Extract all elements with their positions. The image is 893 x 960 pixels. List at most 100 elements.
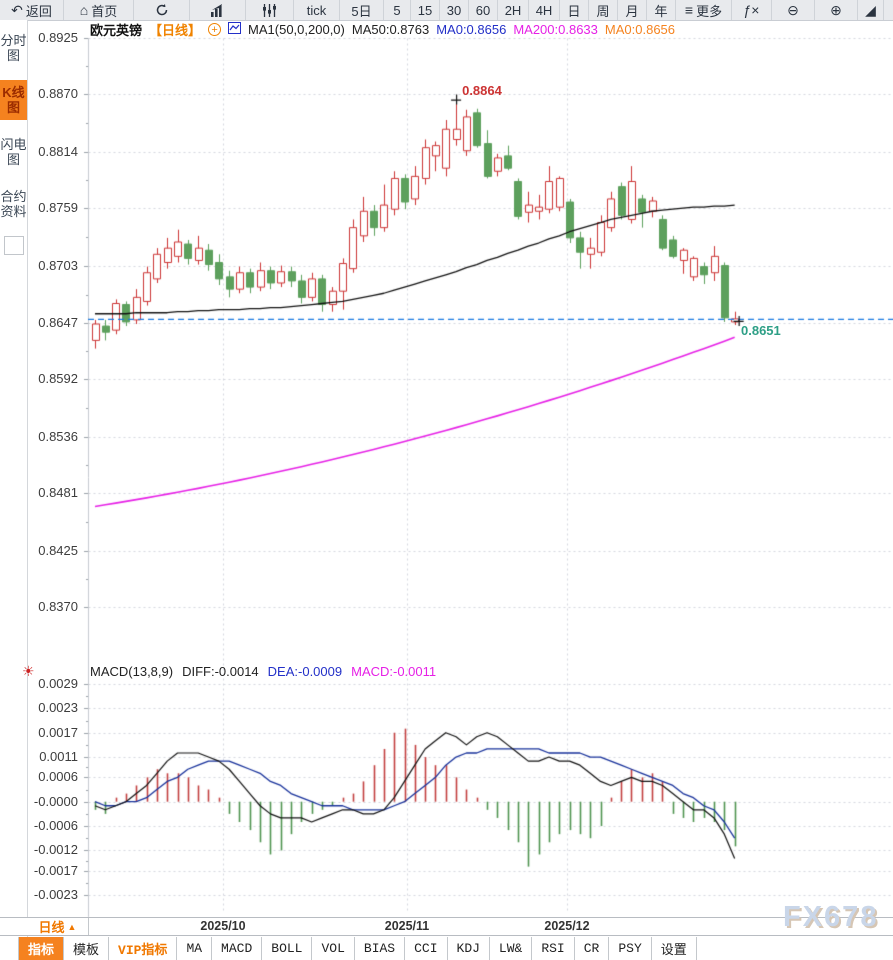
fx678-watermark: FX678 xyxy=(783,901,879,933)
indicator-fx-button[interactable]: ƒ× xyxy=(732,0,772,20)
period-year-button[interactable]: 年 xyxy=(647,0,676,20)
period-week-button-label: 周 xyxy=(596,3,610,19)
chevron-up-icon: ▲ xyxy=(67,921,77,932)
macd-header: MACD(13,8,9) DIFF:-0.0014 DEA:-0.0009 MA… xyxy=(90,663,436,679)
price-tick-label: 0.8425 xyxy=(38,542,78,558)
period-year-button-label: 年 xyxy=(654,3,668,19)
macd-tick-label: 0.0029 xyxy=(38,676,78,692)
tab-indicator[interactable]: 指标 xyxy=(18,937,65,960)
tick-period-button[interactable]: tick xyxy=(294,0,340,20)
price-tick-label: 0.8925 xyxy=(38,30,78,45)
date-label: 2025/11 xyxy=(384,919,430,933)
macd-dea-value: DEA:-0.0009 xyxy=(267,663,343,679)
ma-settings: MA1(50,0,200,0) xyxy=(248,22,345,37)
period-4h-button[interactable]: 4H xyxy=(529,0,560,20)
period-4h-button-label: 4H xyxy=(535,2,553,18)
price-tick-label: 0.8647 xyxy=(38,314,78,330)
tab-bias[interactable]: BIAS xyxy=(355,937,406,960)
macd-title: MACD(13,8,9) xyxy=(90,663,174,679)
indicator-tab-bar: 指标 模板 VIP指标 MA MACD BOLL VOL BIAS CCI KDJ LW& RSI CR… xyxy=(0,937,893,960)
chart-header: 欧元英镑 【日线】 + MA1(50,0,200,0) MA50:0.8763 … xyxy=(90,21,675,38)
ma200-value: MA200:0.8633 xyxy=(513,22,598,37)
period-month-button-label: 月 xyxy=(625,3,639,19)
kline-icon xyxy=(262,3,277,17)
tab-boll[interactable]: BOLL xyxy=(262,937,313,960)
more-button-label: 更多 xyxy=(696,3,723,19)
macd-diff-value: DIFF:-0.0014 xyxy=(182,663,259,679)
tab-template[interactable]: 模板 xyxy=(64,937,110,960)
price-tick-label: 0.8370 xyxy=(38,598,78,614)
tab-vol[interactable]: VOL xyxy=(312,937,355,960)
back-arrow-icon: ↶ xyxy=(11,2,23,18)
sidebar-item-kline-chart[interactable]: K线图 xyxy=(0,80,27,120)
ma50-value: MA50:0.8763 xyxy=(351,22,430,37)
sidebar-empty-slot xyxy=(3,236,24,255)
period-60-button[interactable]: 60 xyxy=(469,0,498,20)
back-button[interactable]: ↶ 返回 xyxy=(0,0,64,20)
tab-vip-indicator[interactable]: VIP指标 xyxy=(109,937,178,960)
draw-button[interactable]: ◢ xyxy=(858,0,884,20)
period-month-button[interactable]: 月 xyxy=(618,0,647,20)
sidebar-item-time-chart[interactable]: 分时图 xyxy=(0,33,27,63)
period-5-button[interactable]: 5 xyxy=(384,0,411,20)
zoom-in-button[interactable]: ⊕ xyxy=(815,0,858,20)
tab-rsi[interactable]: RSI xyxy=(532,937,575,960)
macd-tick-label: -0.0000 xyxy=(33,793,78,809)
sidebar-item-flash-chart[interactable]: 闪电图 xyxy=(0,137,27,167)
sidebar-item-contract-info[interactable]: 合约资料 xyxy=(0,189,27,219)
macd-tick-label: 0.0011 xyxy=(39,749,78,765)
high-price-annotation: 0.8864 xyxy=(462,82,502,98)
period-selector[interactable]: 日线 ▲ xyxy=(27,918,89,935)
tab-cci[interactable]: CCI xyxy=(405,937,448,960)
zoom-out-button[interactable]: ⊖ xyxy=(772,0,815,20)
period-60-button-label: 60 xyxy=(475,2,491,18)
kline-style-button[interactable] xyxy=(246,0,294,20)
price-tick-label: 0.8536 xyxy=(38,428,78,444)
period-30-button[interactable]: 30 xyxy=(440,0,469,20)
tab-kdj[interactable]: KDJ xyxy=(448,937,490,960)
period-5-button-label: 5 xyxy=(393,2,401,18)
period-label: 【日线】 xyxy=(149,23,202,38)
tab-ma[interactable]: MA xyxy=(177,937,213,960)
date-label: 2025/10 xyxy=(200,919,246,933)
period-2h-button-label: 2H xyxy=(504,2,522,18)
add-indicator-icon[interactable]: + xyxy=(208,23,222,36)
refresh-button[interactable] xyxy=(134,0,190,20)
macd-tick-label: -0.0023 xyxy=(33,887,78,903)
period-5d-button[interactable]: 5日 xyxy=(340,0,384,20)
tab-psy[interactable]: PSY xyxy=(609,937,652,960)
line-chart-icon[interactable] xyxy=(228,22,242,37)
home-button-label: 首页 xyxy=(91,3,118,19)
price-tick-label: 0.8870 xyxy=(38,86,78,102)
macd-tick-label: -0.0006 xyxy=(33,818,78,834)
tab-macd[interactable]: MACD xyxy=(212,937,263,960)
period-2h-button[interactable]: 2H xyxy=(498,0,529,20)
period-week-button[interactable]: 周 xyxy=(589,0,618,20)
price-tick-label: 0.8481 xyxy=(38,485,78,501)
top-toolbar: ↶ 返回 ⌂ 首页 tick 5日 5 15 30 60 2H 4H 日周月年 ≡ 更多 ƒ× ⊖ ⊕ ◢ xyxy=(0,0,893,21)
tab-cr[interactable]: CR xyxy=(575,937,610,960)
draw-icon: ◢ xyxy=(865,2,876,18)
more-button[interactable]: ≡ 更多 xyxy=(676,0,732,20)
price-tick-label: 0.8759 xyxy=(38,200,78,216)
macd-tick-label: -0.0017 xyxy=(33,862,78,878)
tab-settings[interactable]: 设置 xyxy=(652,937,697,960)
tab-lw[interactable]: LW& xyxy=(490,937,533,960)
price-tick-label: 0.8814 xyxy=(38,143,78,159)
menu-icon: ≡ xyxy=(684,2,694,18)
period-15-button[interactable]: 15 xyxy=(411,0,440,20)
bar-chart-icon xyxy=(210,3,226,17)
macd-settings-icon[interactable]: ☀ xyxy=(22,663,35,679)
tick-period-button-label: tick xyxy=(306,2,327,18)
home-icon: ⌂ xyxy=(79,2,89,18)
price-tick-label: 0.8703 xyxy=(38,257,78,273)
home-button[interactable]: ⌂ 首页 xyxy=(64,0,134,20)
period-day-button[interactable]: 日 xyxy=(560,0,589,20)
back-button-label: 返回 xyxy=(25,3,52,19)
symbol-name: 欧元英镑 xyxy=(90,23,143,38)
bar-chart-button[interactable] xyxy=(190,0,246,20)
macd-tick-label: 0.0006 xyxy=(38,769,78,785)
macd-tick-label: -0.0012 xyxy=(33,842,78,858)
macd-tick-label: 0.0023 xyxy=(38,700,78,716)
